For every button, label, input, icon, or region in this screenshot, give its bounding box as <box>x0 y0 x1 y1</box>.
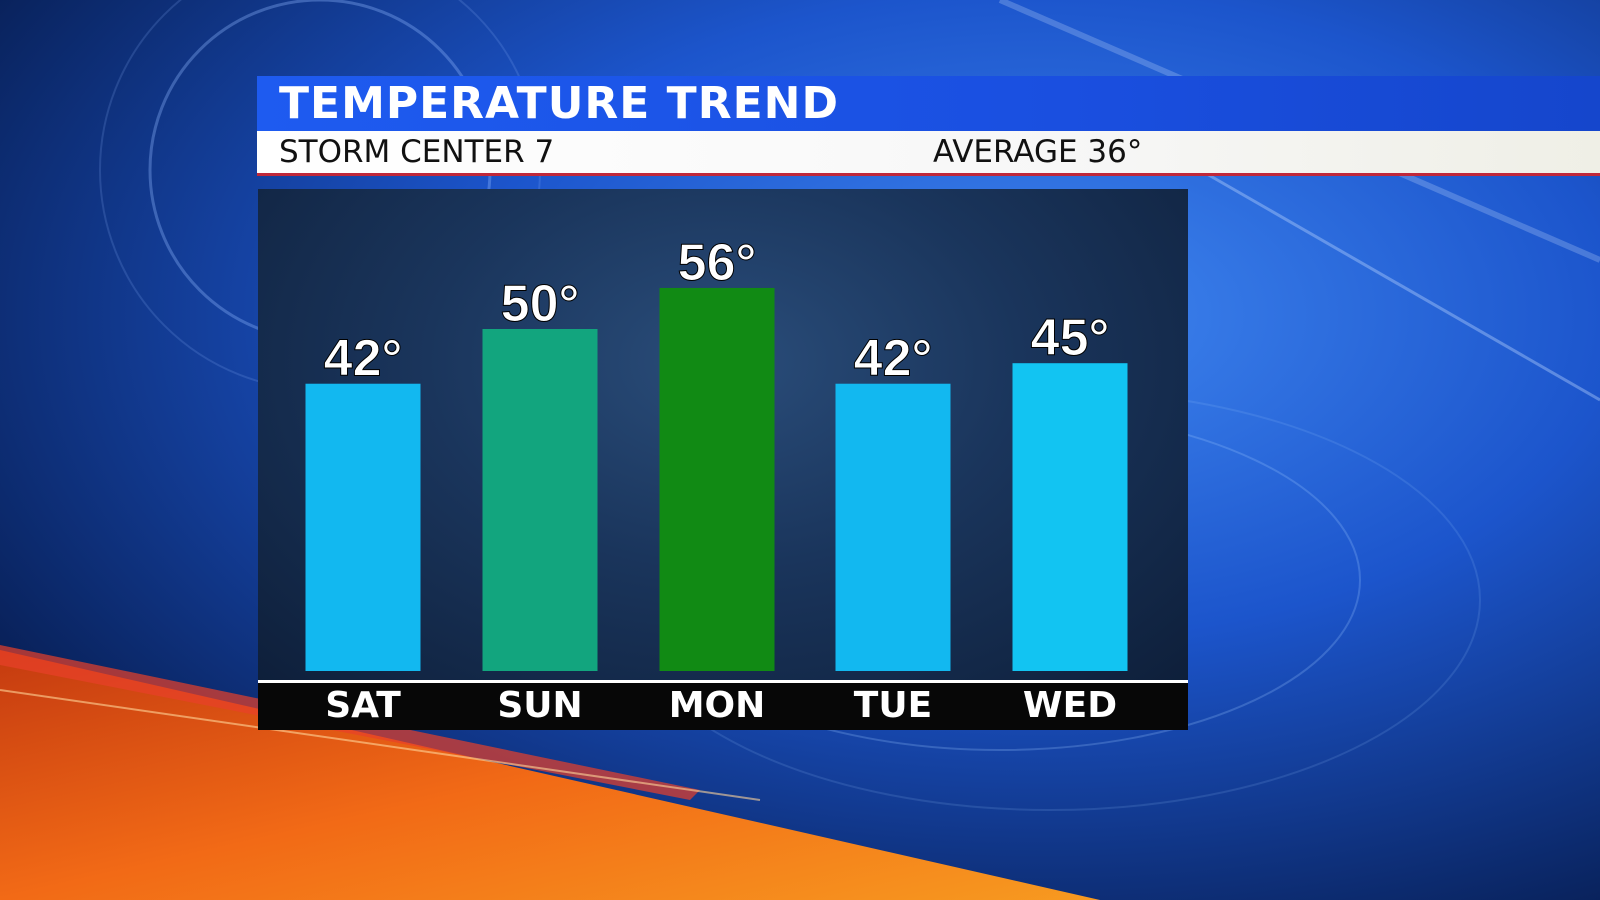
day-label-sun: SUN <box>497 685 583 726</box>
bar-sun <box>482 329 598 671</box>
bar-sat <box>305 383 421 671</box>
value-label-sat: 42° <box>324 330 403 388</box>
day-label-wed: WED <box>1022 685 1118 726</box>
bar-mon <box>659 287 775 671</box>
chart-title: TEMPERATURE TREND <box>279 78 839 129</box>
value-label-tue: 42° <box>854 330 933 388</box>
station-name: STORM CENTER 7 <box>279 134 555 170</box>
day-label-tue: TUE <box>853 685 933 726</box>
subtitle-bar: STORM CENTER 7 AVERAGE 36° <box>257 131 1600 176</box>
chart-panel: 42° 50° 56° 42° 45° <box>258 189 1188 682</box>
bar-chart: 42° 50° 56° 42° 45° <box>305 233 1128 671</box>
value-label-sun: 50° <box>501 275 580 333</box>
average-temperature: AVERAGE 36° <box>933 134 1143 170</box>
day-axis: SAT SUN MON TUE WED <box>258 680 1188 730</box>
bar-wed <box>1012 363 1128 671</box>
value-label-mon: 56° <box>678 234 757 292</box>
day-label-mon: MON <box>668 685 766 726</box>
day-label-sat: SAT <box>325 685 401 726</box>
value-label-wed: 45° <box>1031 309 1110 367</box>
bar-tue <box>835 383 951 671</box>
title-bar: TEMPERATURE TREND <box>257 76 1600 131</box>
